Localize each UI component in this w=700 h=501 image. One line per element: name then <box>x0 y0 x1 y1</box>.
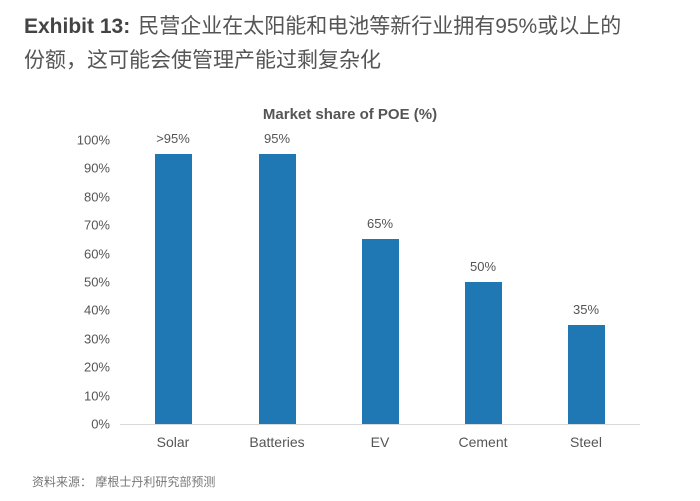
x-tick-label: Batteries <box>249 434 305 450</box>
y-tick-label: 80% <box>83 189 110 205</box>
bar-solar <box>154 154 192 424</box>
value-label: 95% <box>263 131 291 147</box>
x-tick-label: EV <box>370 434 390 450</box>
y-tick-label: 70% <box>83 217 110 233</box>
bar-batteries <box>258 154 296 424</box>
x-tick-label: Cement <box>458 434 508 450</box>
y-tick-label: 90% <box>83 160 110 176</box>
y-tick-label: 40% <box>83 302 110 318</box>
value-label: >95% <box>156 131 190 147</box>
value-label: 50% <box>469 259 497 274</box>
y-tick-label: 20% <box>83 359 110 375</box>
exhibit-number: Exhibit 13: <box>24 15 131 38</box>
chart-title: Market share of POE (%) <box>262 106 438 123</box>
y-tick-label: 10% <box>83 388 110 404</box>
y-tick-label: 0% <box>91 416 110 432</box>
bar-cement <box>464 282 502 424</box>
x-tick-label: Solar <box>156 434 190 450</box>
x-tick-label: Steel <box>570 434 602 450</box>
bar-ev <box>361 239 399 424</box>
value-label: 35% <box>572 301 600 317</box>
bar-steel <box>567 324 605 424</box>
y-tick-label: 30% <box>83 331 110 347</box>
exhibit-title-line1: 民营企业在太阳能和电池等新行业拥有95%或以上的 <box>138 15 622 38</box>
exhibit-title: Exhibit 13: 民营企业在太阳能和电池等新行业拥有95%或以上的 份额，这… <box>24 10 684 78</box>
exhibit-title-line2: 份额，这可能会使管理产能过剩复杂化 <box>24 49 381 72</box>
y-tick-label: 60% <box>83 246 110 262</box>
y-tick-label: 50% <box>83 274 110 290</box>
x-axis-line <box>120 424 640 425</box>
y-tick-label: 100% <box>76 132 110 148</box>
source-note: 资料来源： 摩根士丹利研究部预测 <box>32 475 216 489</box>
value-label: 65% <box>366 216 394 232</box>
